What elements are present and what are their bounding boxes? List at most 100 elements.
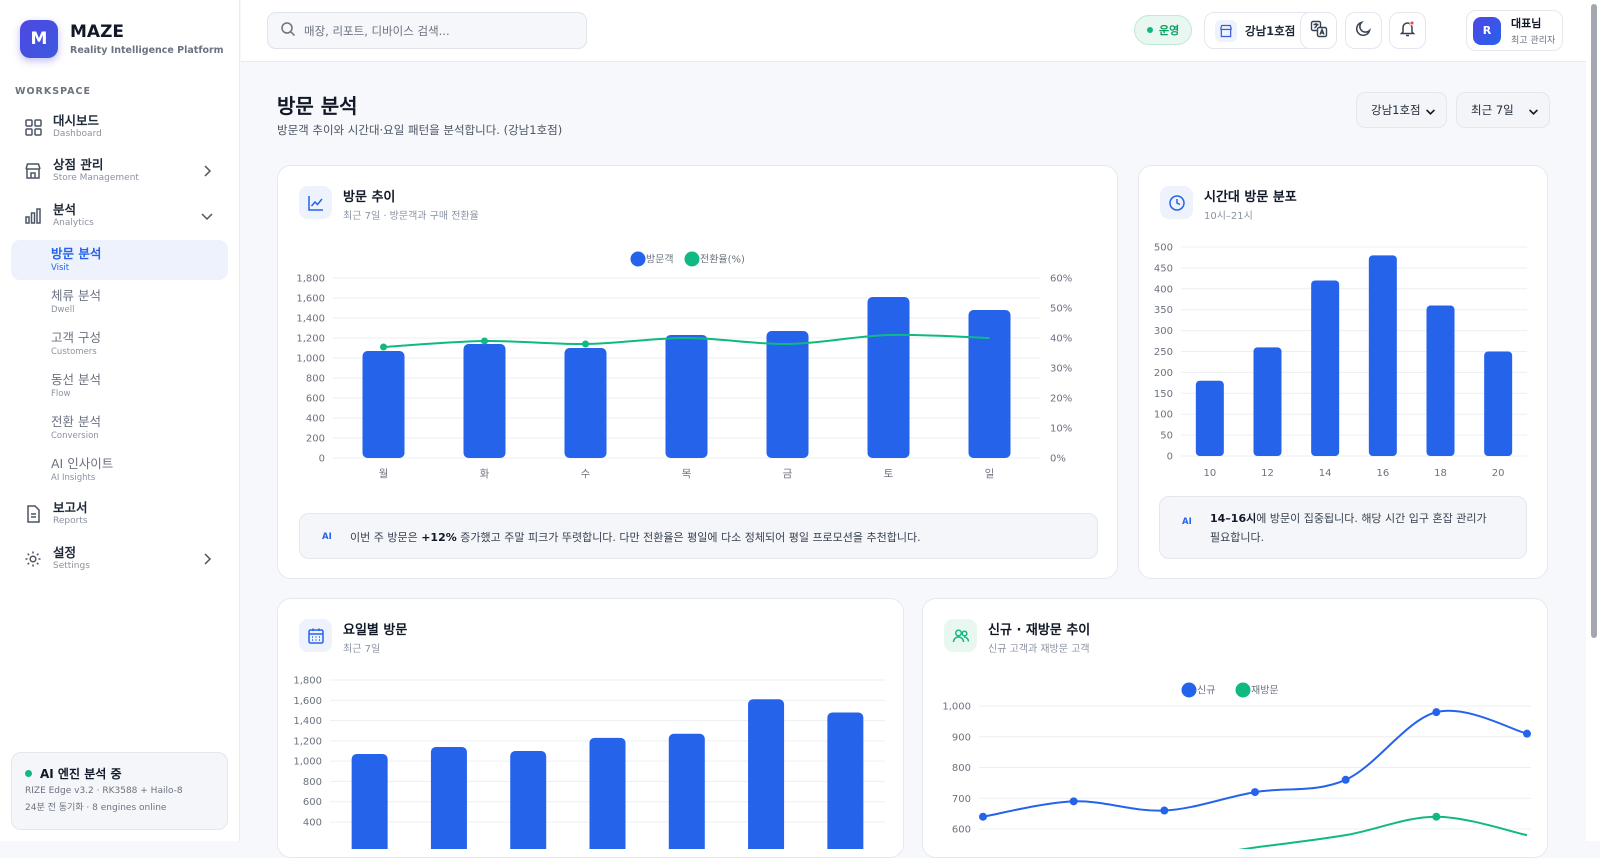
- new-return-card: 신규 · 재방문 추이 신규 고객과 재방문 고객 600 700 800 900 1,…: [922, 598, 1548, 858]
- sidebar-item-dashboard[interactable]: 대시보드 Dashboard: [11, 107, 228, 147]
- y-tick-label: 1,400: [293, 716, 322, 727]
- avatar: R: [1473, 16, 1501, 45]
- y2-tick-label: 0%: [1050, 454, 1066, 465]
- brand[interactable]: M MAZE Reality Intelligence Platform: [20, 20, 224, 58]
- y-tick-label: 150: [1154, 389, 1173, 400]
- y-tick-label: 600: [306, 394, 325, 405]
- store-selector[interactable]: 강남1호점: [1204, 12, 1324, 49]
- visit-trend-chart: 0 200 400 600 800 1,000 1,200 1,400 1,600 1,800 0%…: [296, 251, 1072, 480]
- card-subtitle: 10시–21시: [1204, 211, 1253, 222]
- ai-engine-status: AI 엔진 분석 중 RIZE Edge v3.2 · RK3588 + Hai…: [11, 752, 228, 830]
- bar: [1426, 305, 1455, 456]
- line-point: [1341, 775, 1350, 784]
- sidebar-subitem-label: 전환 분석: [51, 414, 101, 429]
- ai-insight-text: 14–16시에 방문이 집중됩니다. 해당 시간 입구 혼잡 관리가 필요합니다.: [1210, 512, 1487, 544]
- period-filter-select[interactable]: 최근 7일: [1456, 92, 1550, 128]
- sidebar-subitem-sublabel: Customers: [51, 347, 97, 357]
- dark-mode-toggle[interactable]: [1345, 12, 1382, 49]
- legend-label: 전환율(%): [700, 254, 745, 266]
- store-icon: [1215, 19, 1237, 42]
- sidebar-subitem-dwell[interactable]: 체류 분석 Dwell: [11, 282, 228, 322]
- app-tagline: Reality Intelligence Platform: [70, 45, 224, 56]
- legend-marker: [630, 251, 646, 267]
- x-tick-label: 20: [1492, 468, 1505, 479]
- sidebar-subitem-label: AI 인사이트: [51, 456, 114, 471]
- line-point: [979, 812, 987, 821]
- line-point: [1069, 797, 1078, 806]
- search-input[interactable]: [304, 23, 574, 38]
- y-tick-label: 100: [1154, 410, 1173, 421]
- page-description: 방문객 추이와 시간대·요일 패턴을 분석합니다. (강남1호점): [277, 123, 563, 137]
- scrollbar[interactable]: [1586, 0, 1600, 841]
- x-tick-label: 16: [1376, 468, 1389, 479]
- x-tick-label: 14: [1319, 468, 1332, 479]
- line-point: [1523, 729, 1531, 738]
- search-box[interactable]: [267, 12, 587, 49]
- y2-tick-label: 40%: [1050, 334, 1072, 345]
- sidebar-item-label: 분석: [53, 202, 77, 217]
- sidebar-subitem-conversion[interactable]: 전환 분석 Conversion: [11, 408, 228, 448]
- sidebar: M MAZE Reality Intelligence Platform WOR…: [0, 0, 240, 841]
- user-name: 대표님: [1511, 17, 1542, 30]
- y-tick-label: 200: [1154, 368, 1173, 379]
- sidebar-subitem-sublabel: Conversion: [51, 431, 99, 441]
- engine-title: AI 엔진 분석 중: [40, 767, 122, 781]
- line-point: [582, 340, 589, 348]
- new-visitors-line: [982, 709, 1528, 818]
- sidebar-item-label: 설정: [53, 545, 77, 560]
- sidebar-subitem-visit[interactable]: 방문 분석 Visit: [11, 240, 228, 280]
- store-selector-label: 강남1호점: [1245, 23, 1296, 38]
- y-tick-label: 900: [952, 732, 971, 743]
- store-filter-label: 강남1호점: [1371, 103, 1421, 117]
- line-point: [481, 337, 488, 345]
- engine-sync: 24분 전 동기화 · 8 engines online: [25, 803, 167, 813]
- notifications-button[interactable]: [1389, 12, 1426, 49]
- ai-insight-box: AI 이번 주 방문은 +12% 증가했고 주말 피크가 뚜렷합니다. 다만 전…: [299, 513, 1098, 559]
- y-tick-label: 800: [303, 777, 322, 788]
- scrollbar-thumb[interactable]: [1591, 4, 1597, 638]
- card-title: 신규 · 재방문 추이: [988, 623, 1091, 638]
- line-point: [1160, 806, 1169, 815]
- sidebar-subitem-customers[interactable]: 고객 구성 Customers: [11, 324, 228, 364]
- line-point: [1432, 812, 1441, 821]
- sidebar-subitem-label: 고객 구성: [51, 330, 101, 345]
- sidebar-item-sublabel: Dashboard: [53, 129, 102, 139]
- sidebar-item-store-management[interactable]: 상점 관리 Store Management: [11, 151, 228, 191]
- sidebar-item-settings[interactable]: 설정 Settings: [11, 539, 228, 579]
- y-tick-label: 0: [1167, 452, 1173, 463]
- new-return-chart: 600 700 800 900 1,000 신규 재방문: [942, 682, 1531, 849]
- line-point: [1432, 708, 1441, 717]
- page-title: 방문 분석: [277, 94, 358, 118]
- chevron-down-icon: [1425, 106, 1436, 120]
- y-tick-label: 300: [1154, 326, 1173, 337]
- y-tick-label: 450: [1154, 263, 1173, 274]
- y-tick-label: 400: [303, 818, 322, 829]
- x-tick-label: 토: [884, 468, 894, 480]
- y-tick-label: 1,000: [942, 702, 971, 713]
- ai-badge: AI: [1182, 517, 1192, 527]
- y-tick-label: 1,600: [293, 696, 322, 707]
- sidebar-item-reports[interactable]: 보고서 Reports: [11, 494, 228, 534]
- y-tick-label: 1,200: [293, 736, 322, 747]
- sidebar-subitem-label: 방문 분석: [51, 246, 102, 261]
- x-tick-label: 18: [1434, 468, 1447, 479]
- translate-button[interactable]: [1300, 12, 1337, 49]
- sidebar-subitem-ai-insights[interactable]: AI 인사이트 AI Insights: [11, 450, 228, 490]
- sidebar-item-label: 대시보드: [53, 113, 100, 128]
- sidebar-item-analytics[interactable]: 분석 Analytics: [11, 196, 228, 236]
- y-tick-label: 1,800: [293, 676, 322, 687]
- engine-info: RIZE Edge v3.2 · RK3588 + Hailo-8: [25, 786, 183, 796]
- bar: [968, 310, 1011, 458]
- bell-icon: [1399, 20, 1416, 41]
- line-chart-icon: [299, 186, 332, 219]
- sidebar-item-sublabel: Analytics: [53, 218, 94, 228]
- x-tick-label: 일: [985, 467, 995, 480]
- bar: [1253, 347, 1282, 456]
- clock-icon: [1160, 186, 1193, 219]
- bar: [867, 297, 910, 458]
- y-tick-label: 1,200: [296, 334, 325, 345]
- chevron-down-icon: [200, 208, 214, 227]
- sidebar-subitem-flow[interactable]: 동선 분석 Flow: [11, 366, 228, 406]
- store-filter-select[interactable]: 강남1호점: [1356, 92, 1447, 128]
- user-menu[interactable]: R 대표님 최고 관리자: [1466, 10, 1563, 51]
